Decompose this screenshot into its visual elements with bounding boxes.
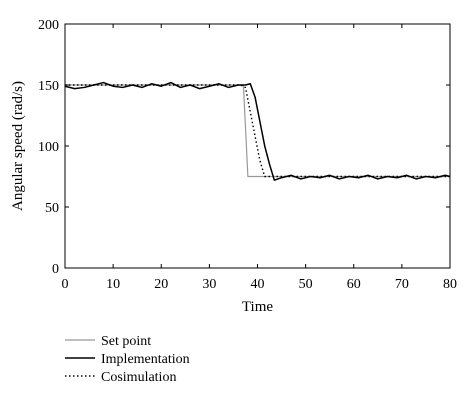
x-tick-label: 30	[202, 277, 216, 292]
x-axis: 0 10 20 30 40 50 60 70 80	[62, 24, 457, 292]
y-tick-label: 200	[38, 18, 59, 33]
x-tick-label: 20	[154, 277, 168, 292]
x-tick-label: 60	[347, 277, 361, 292]
x-tick-label: 0	[62, 277, 69, 292]
series-line-cosimulation	[65, 84, 450, 178]
x-tick-label: 50	[299, 277, 313, 292]
legend-label-implementation: Implementation	[101, 352, 190, 367]
x-tick-label: 80	[443, 277, 457, 292]
legend: Set point Implementation Cosimulation	[65, 334, 190, 385]
legend-label-cosimulation: Cosimulation	[101, 370, 176, 385]
series-layer	[64, 81, 451, 181]
y-axis: 0 50 100 150 200	[38, 18, 450, 277]
x-tick-label: 70	[395, 277, 409, 292]
x-tick-label: 10	[106, 277, 120, 292]
legend-label-set-point: Set point	[101, 334, 151, 349]
y-tick-label: 150	[38, 79, 59, 94]
y-tick-label: 50	[45, 201, 59, 216]
x-axis-label: Time	[242, 299, 273, 315]
y-tick-label: 0	[52, 262, 59, 277]
series-line-set-point	[65, 84, 450, 178]
y-tick-label: 100	[38, 140, 59, 155]
x-tick-label: 40	[251, 277, 265, 292]
y-axis-label: Angular speed (rad/s)	[10, 81, 26, 211]
plot-area	[64, 23, 451, 269]
series-line-implementation	[64, 81, 451, 181]
